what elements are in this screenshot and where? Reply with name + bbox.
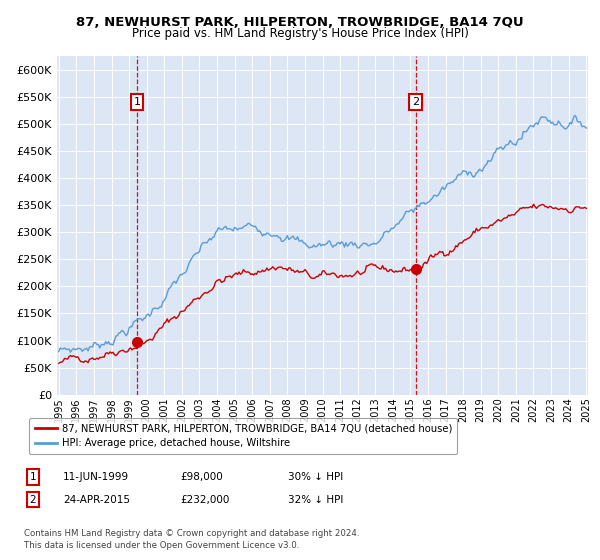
Text: Price paid vs. HM Land Registry's House Price Index (HPI): Price paid vs. HM Land Registry's House …	[131, 27, 469, 40]
Text: 11-JUN-1999: 11-JUN-1999	[63, 472, 129, 482]
Text: £232,000: £232,000	[180, 494, 229, 505]
Text: 2: 2	[412, 97, 419, 107]
Text: 87, NEWHURST PARK, HILPERTON, TROWBRIDGE, BA14 7QU: 87, NEWHURST PARK, HILPERTON, TROWBRIDGE…	[76, 16, 524, 29]
Text: 2: 2	[29, 494, 37, 505]
Legend: 87, NEWHURST PARK, HILPERTON, TROWBRIDGE, BA14 7QU (detached house), HPI: Averag: 87, NEWHURST PARK, HILPERTON, TROWBRIDGE…	[29, 418, 457, 454]
Text: £98,000: £98,000	[180, 472, 223, 482]
Text: 30% ↓ HPI: 30% ↓ HPI	[288, 472, 343, 482]
Text: 24-APR-2015: 24-APR-2015	[63, 494, 130, 505]
Text: Contains HM Land Registry data © Crown copyright and database right 2024.
This d: Contains HM Land Registry data © Crown c…	[24, 529, 359, 550]
Text: 32% ↓ HPI: 32% ↓ HPI	[288, 494, 343, 505]
Text: 1: 1	[29, 472, 37, 482]
Text: 1: 1	[134, 97, 140, 107]
